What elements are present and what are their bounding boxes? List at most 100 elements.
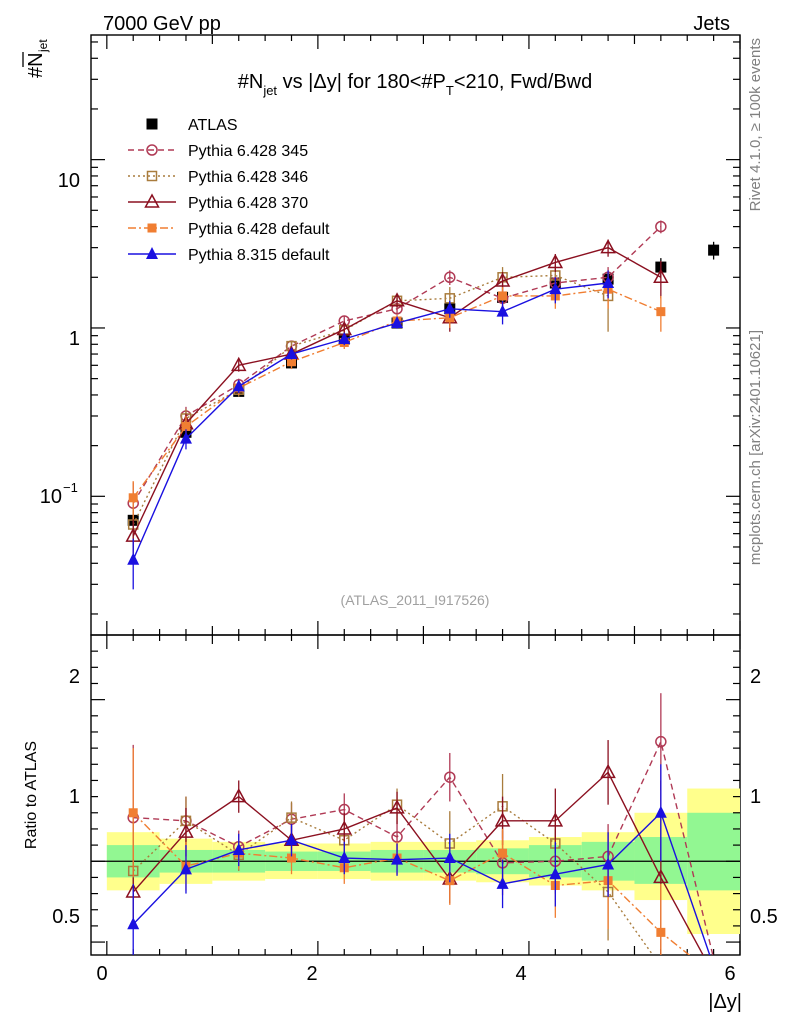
- ratio-pythia-6-428-default-point-3: [287, 853, 297, 863]
- legend-label-pythia-6-428-346: Pythia 6.428 346: [188, 169, 308, 186]
- ratio-y-tick-1-right: 1: [750, 786, 761, 808]
- main-pythia-6-428-default-point-3: [287, 357, 297, 367]
- axis-ticks: [91, 35, 741, 955]
- main-pythia-8-315-default-point-2: [232, 379, 245, 392]
- x-tick-4: 4: [515, 963, 526, 985]
- main-pythia-8-315-default-point-4: [338, 331, 351, 344]
- ratio-y-tick-0.5-right: 0.5: [750, 906, 778, 928]
- ratio-pythia-8-315-default-point-6: [443, 851, 456, 864]
- ratio-y-axis-label: Ratio to ATLAS: [23, 741, 40, 849]
- main-series-layer: [125, 220, 720, 590]
- title-part-5: <210, Fwd/Bwd: [454, 71, 592, 93]
- legend: ATLAS Pythia 6.428 345 Pythia 6.428 346 Pyt…: [128, 117, 330, 264]
- title-part-3: vs |Δy| for 180<#P: [277, 71, 446, 93]
- ratio-pythia-6-428-346-line: [132, 803, 654, 955]
- x-tick-6: 6: [724, 963, 735, 985]
- ratio-pythia-8-315-default-point-0: [127, 917, 140, 930]
- main-pythia-8-315-default-point-0: [127, 552, 140, 565]
- main-pythia-8-315-default-point-8: [549, 282, 562, 295]
- ratio-pythia-8-315-default-point-8: [549, 867, 562, 880]
- legend-marker-pythia-6-428-default: [147, 223, 157, 233]
- ratio-pythia-8-315-default-point-9: [602, 857, 615, 870]
- legend-label-pythia-6-428-370: Pythia 6.428 370: [188, 195, 308, 212]
- main-pythia-6-428-default-point-0: [128, 493, 138, 503]
- ratio-pythia-6-428-345-point-10: [655, 735, 667, 748]
- ratio-y-tick-2: 2: [69, 666, 80, 688]
- ratio-y-tick-0.5: 0.5: [52, 906, 80, 928]
- x-tick-2: 2: [306, 963, 317, 985]
- legend-label-atlas: ATLAS: [188, 117, 238, 134]
- main-pythia-8-315-default-point-1: [179, 431, 192, 444]
- ratio-y-tick-2-right: 2: [750, 666, 761, 688]
- main-title: #Njet vs |Δy| for 180<#PT<210, Fwd/Bwd: [238, 71, 593, 98]
- x-tick-0: 0: [96, 963, 107, 985]
- analysis-watermark: (ATLAS_2011_I917526): [341, 592, 490, 608]
- ratio-pythia-6-428-370-line: [132, 771, 704, 955]
- ratio-pythia-6-428-370-point-10: [653, 868, 669, 884]
- main-pythia-6-428-370-point-8: [547, 253, 564, 269]
- x-axis-label: |Δy|: [708, 991, 742, 1013]
- main-pythia-6-428-370-point-5: [389, 292, 405, 307]
- title-part-1: #N: [238, 71, 264, 93]
- y-label-main: #N: [25, 52, 47, 78]
- legend-marker-pythia-6-428-345: [146, 144, 158, 156]
- main-pythia-6-428-370-point-7: [494, 272, 511, 287]
- main-pythia-6-428-default-point-10: [656, 307, 666, 317]
- ratio-pythia-6-428-370-point-2: [230, 788, 247, 803]
- ratio-pythia-6-428-370-point-1: [178, 823, 194, 838]
- main-y-axis-label: #N jet: [22, 39, 50, 78]
- title-part-4: T: [446, 83, 454, 98]
- main-pythia-6-428-370-point-9: [600, 239, 616, 254]
- ratio-frame: [90, 634, 741, 956]
- legend-marker-pythia-8-315-default: [146, 247, 158, 259]
- ratio-series-layer: [125, 693, 714, 955]
- main-pythia-8-315-default-point-3: [285, 347, 298, 360]
- main-pythia-8-315-default-point-9: [602, 275, 615, 288]
- ratio-pythia-8-315-default-point-10: [654, 805, 667, 818]
- legend-label-pythia-6-428-345: Pythia 6.428 345: [188, 143, 308, 160]
- legend-marker-pythia-6-428-346: [146, 170, 158, 182]
- header-right: Jets: [693, 13, 730, 35]
- main-pythia-6-428-default-point-7: [498, 291, 508, 301]
- legend-marker-pythia-6-428-370: [144, 193, 160, 208]
- ratio-pythia-6-428-370-point-5: [389, 799, 405, 814]
- ratio-pythia-6-428-370-point-7: [494, 812, 511, 827]
- main-pythia-6-428-370-line: [132, 246, 662, 537]
- ratio-pythia-8-315-default-point-2: [232, 842, 245, 855]
- y-tick-label-0.1-base: 10: [40, 486, 62, 508]
- ratio-pythia-8-315-default-point-4: [338, 851, 351, 864]
- main-pythia-6-428-345-line: [132, 226, 662, 504]
- legend-label-pythia-8-315-default: Pythia 8.315 default: [188, 247, 330, 264]
- ratio-pythia-8-315-default-point-7: [496, 876, 509, 889]
- ratio-uncertainty-bands: [91, 788, 740, 934]
- ratio-pythia-6-428-345-line: [133, 739, 714, 955]
- main-pythia-6-428-345-point-6: [444, 271, 456, 284]
- main-pythia-6-428-346-line: [132, 274, 609, 525]
- ratio-pythia-8-315-default-line: [132, 811, 711, 955]
- ratio-pythia-6-428-346-point-3: [286, 812, 297, 823]
- main-pythia-8-315-default-line: [132, 282, 609, 561]
- ratio-pythia-6-428-345-point-6: [444, 771, 456, 783]
- main-pythia-8-315-default-point-5: [391, 316, 404, 329]
- main-pythia-6-428-370-point-10: [653, 268, 669, 284]
- ratio-pythia-6-428-default-point-0: [128, 808, 138, 818]
- legend-marker-atlas: [146, 118, 158, 130]
- main-pythia-8-315-default-point-6: [443, 301, 456, 314]
- mcplots-label: mcplots.cern.ch [arXiv:2401.10621]: [747, 330, 764, 565]
- y-label-sub: jet: [36, 39, 50, 53]
- y-tick-label-10: 10: [58, 170, 80, 192]
- ratio-pythia-8-315-default-point-1: [179, 862, 192, 875]
- ratio-pythia-6-428-370-point-8: [547, 812, 564, 827]
- y-tick-label-1: 1: [69, 328, 80, 350]
- band-green-11: [687, 812, 740, 891]
- main-pythia-6-428-370-point-2: [230, 356, 247, 372]
- legend-label-pythia-6-428-default: Pythia 6.428 default: [188, 221, 330, 238]
- ratio-pythia-6-428-370-point-4: [336, 820, 353, 835]
- y-tick-label-0.1-exponent: −1: [63, 480, 78, 495]
- rivet-label: Rivet 4.1.0, ≥ 100k events: [747, 38, 764, 211]
- ratio-pythia-8-315-default-point-3: [285, 833, 298, 846]
- ratio-pythia-6-428-default-line: [132, 812, 691, 955]
- title-part-2: jet: [262, 83, 277, 98]
- main-pythia-6-428-345-point-10: [655, 220, 667, 233]
